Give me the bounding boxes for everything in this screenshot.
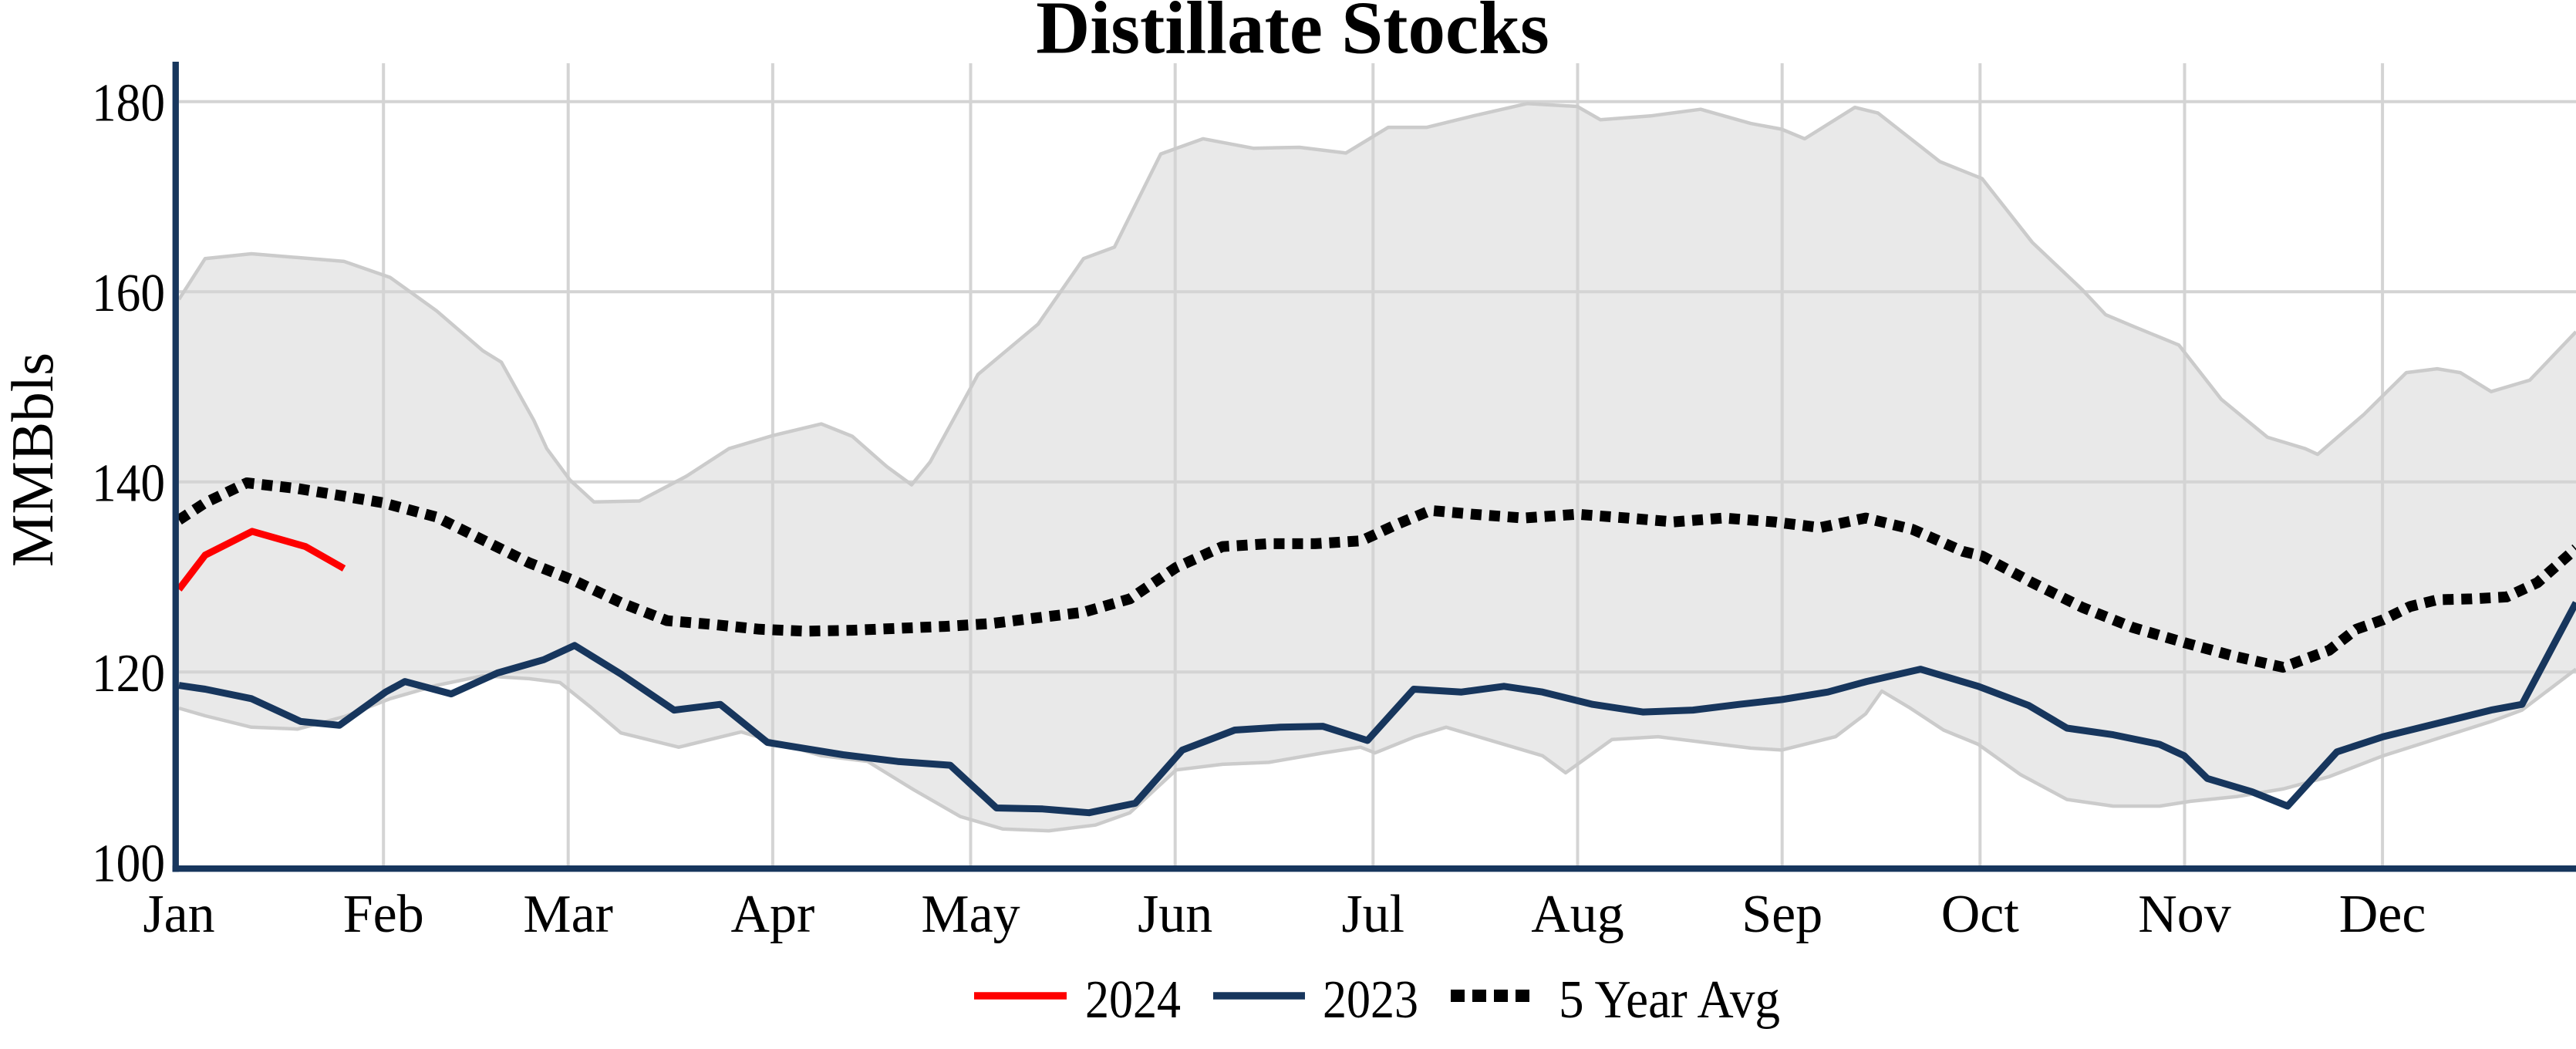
svg-text:140: 140 <box>92 454 165 513</box>
svg-text:Nov: Nov <box>2138 885 2231 944</box>
svg-text:Mar: Mar <box>523 885 613 944</box>
svg-text:Jan: Jan <box>143 885 214 944</box>
svg-text:160: 160 <box>92 264 165 323</box>
svg-text:2023: 2023 <box>1323 970 1418 1030</box>
svg-text:100: 100 <box>92 834 165 893</box>
svg-text:Sep: Sep <box>1741 885 1822 944</box>
svg-text:Jun: Jun <box>1138 885 1212 944</box>
svg-text:2024: 2024 <box>1085 970 1181 1030</box>
svg-text:5 Year Avg: 5 Year Avg <box>1559 970 1780 1030</box>
svg-text:Apr: Apr <box>730 885 814 944</box>
svg-text:Oct: Oct <box>1941 885 2020 944</box>
svg-text:Aug: Aug <box>1531 885 1624 944</box>
svg-text:Jul: Jul <box>1341 885 1404 944</box>
svg-text:120: 120 <box>92 644 165 703</box>
svg-text:Dec: Dec <box>2339 885 2426 944</box>
svg-text:May: May <box>921 885 1020 944</box>
svg-text:Feb: Feb <box>343 885 424 944</box>
svg-text:MMBbls: MMBbls <box>0 352 66 567</box>
svg-text:180: 180 <box>92 73 165 133</box>
svg-text:Distillate Stocks: Distillate Stocks <box>1036 0 1549 69</box>
